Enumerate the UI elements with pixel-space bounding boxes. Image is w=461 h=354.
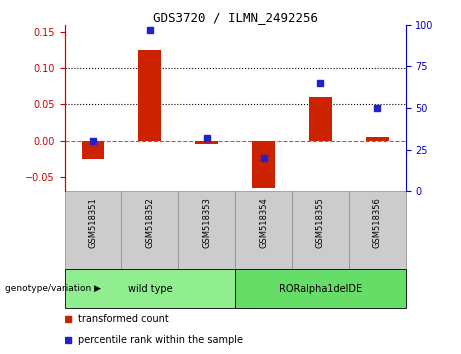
Bar (82, 141, 104, 159)
Text: GSM518355: GSM518355 (316, 198, 325, 248)
Text: GSM518356: GSM518356 (373, 198, 382, 248)
Bar (178, 191, 235, 269)
Bar (65, 269, 235, 308)
Title: GDS3720 / ILMN_2492256: GDS3720 / ILMN_2492256 (153, 11, 318, 24)
Point (89, 138, 97, 144)
Bar (349, 191, 406, 269)
Text: GSM518352: GSM518352 (145, 198, 154, 248)
Bar (138, 50, 161, 141)
Bar (292, 191, 349, 269)
Text: GSM518351: GSM518351 (89, 198, 97, 248)
Text: RORalpha1delDE: RORalpha1delDE (279, 284, 362, 293)
Bar (121, 191, 178, 269)
Bar (252, 141, 275, 188)
Text: percentile rank within the sample: percentile rank within the sample (78, 335, 243, 345)
Text: GSM518353: GSM518353 (202, 198, 211, 248)
Bar (366, 137, 389, 141)
Bar (309, 97, 332, 141)
Bar (235, 191, 292, 269)
Text: transformed count: transformed count (78, 314, 169, 324)
Bar (235, 269, 406, 308)
Point (203, 135, 210, 141)
Point (146, 27, 154, 33)
Bar (65, 191, 121, 269)
Text: GSM518354: GSM518354 (259, 198, 268, 248)
Text: genotype/variation ▶: genotype/variation ▶ (5, 284, 100, 293)
Bar (195, 141, 218, 144)
Point (373, 105, 381, 111)
Point (260, 155, 267, 161)
Text: wild type: wild type (128, 284, 172, 293)
Point (317, 80, 324, 86)
